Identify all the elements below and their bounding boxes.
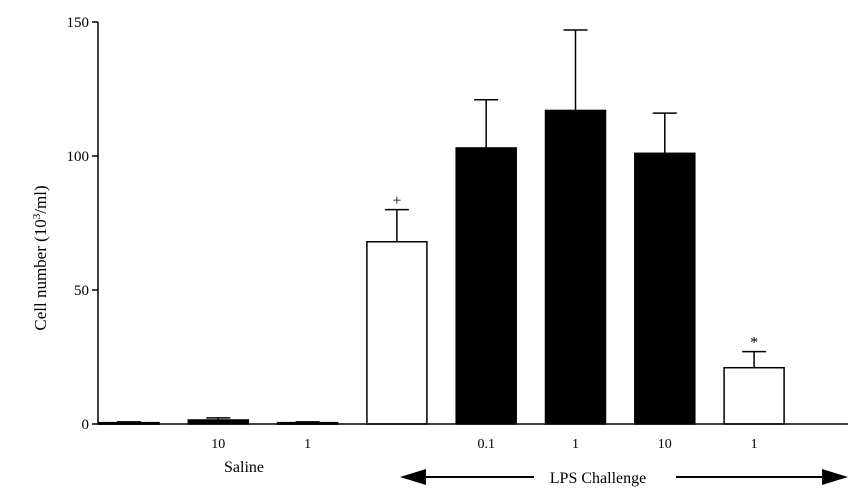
x-axis: 10 1 0.1 1 10 1 — [98, 423, 848, 452]
y-tick-label: 150 — [67, 15, 90, 31]
y-axis: 0 50 100 150 — [67, 15, 99, 433]
bar-group — [634, 112, 696, 425]
x-tick-label: 10 — [211, 437, 225, 452]
bar — [634, 152, 696, 425]
bar-group — [187, 417, 250, 425]
lps-arrow-right-head — [822, 469, 848, 485]
lps-challenge-arrow: LPS Challenge — [400, 469, 848, 487]
bar-group: * — [723, 335, 785, 425]
bar-group — [455, 98, 517, 425]
bar — [544, 109, 607, 425]
y-tick-label: 100 — [67, 149, 90, 165]
group-label-lps: LPS Challenge — [550, 470, 646, 487]
y-tick-label: 50 — [74, 283, 89, 299]
y-axis-label: Cell number (103/ml) — [31, 185, 50, 330]
x-tick-label: 1 — [572, 437, 579, 452]
bar — [455, 147, 517, 425]
bar — [723, 366, 785, 425]
x-tick-label: 1 — [751, 437, 758, 452]
x-tick-label: 1 — [304, 437, 311, 452]
bars: +* — [98, 29, 785, 425]
y-tick-label: 0 — [82, 417, 90, 433]
bar — [366, 241, 428, 425]
group-label-saline: Saline — [224, 459, 264, 476]
significance-marker: * — [750, 335, 758, 352]
bar-group — [544, 29, 607, 425]
lps-arrow-left-head — [400, 469, 426, 485]
significance-marker: + — [392, 193, 401, 210]
bar-group: + — [366, 193, 428, 425]
x-tick-label: 0.1 — [477, 437, 495, 452]
x-tick-label: 10 — [658, 437, 672, 452]
